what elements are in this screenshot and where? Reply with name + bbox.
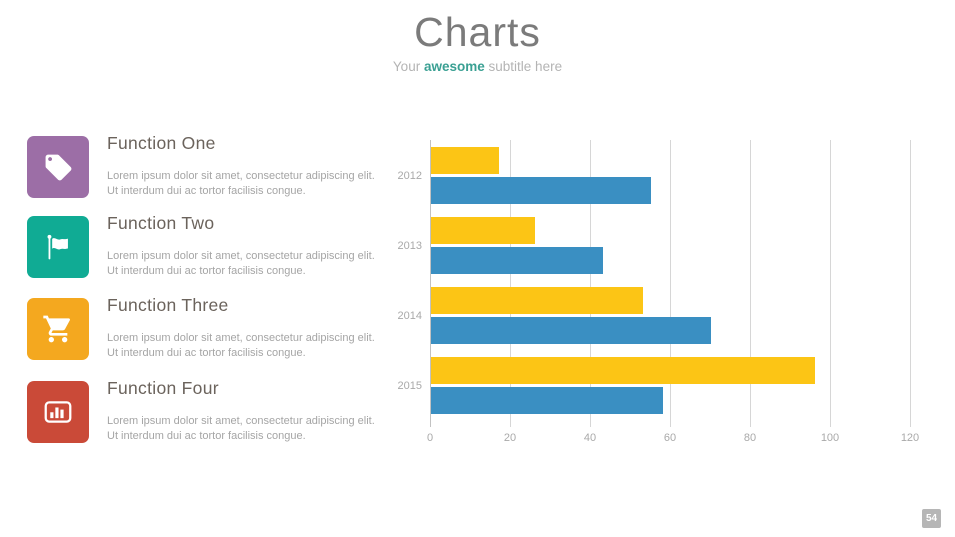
feature-description-line1: Lorem ipsum dolor sit amet, consectetur … [107, 415, 375, 427]
feature-item-one: Function One Lorem ipsum dolor sit amet,… [27, 131, 387, 203]
x-tick-label: 120 [900, 432, 920, 444]
feature-item-three: Function Three Lorem ipsum dolor sit ame… [27, 293, 387, 365]
bar-chart-icon [27, 381, 89, 443]
subtitle-accent: awesome [423, 59, 485, 74]
feature-description-line1: Lorem ipsum dolor sit amet, consectetur … [107, 170, 375, 182]
gridline [830, 140, 831, 427]
flag-icon [27, 216, 89, 278]
gridline [510, 140, 511, 427]
x-tick-label: 60 [663, 432, 677, 444]
feature-description-line2: Ut interdum dui ac tortor facilisis cong… [107, 347, 306, 359]
feature-description-line1: Lorem ipsum dolor sit amet, consectetur … [107, 332, 375, 344]
feature-item-four: Function Four Lorem ipsum dolor sit amet… [27, 376, 387, 448]
feature-item-two: Function Two Lorem ipsum dolor sit amet,… [27, 211, 387, 283]
bar-2014-blue [431, 317, 711, 344]
y-axis-line [430, 140, 431, 427]
cart-icon [27, 298, 89, 360]
tag-icon [27, 136, 89, 198]
bar-2012-yellow [431, 147, 499, 174]
x-tick-label: 0 [426, 432, 434, 444]
bar-2014-yellow [431, 287, 643, 314]
feature-title: Function Two [107, 213, 215, 233]
feature-text: Function Three Lorem ipsum dolor sit ame… [107, 293, 387, 361]
gridline [910, 140, 911, 427]
category-label: 2015 [397, 379, 422, 392]
feature-title: Function Four [107, 378, 219, 398]
category-label: 2013 [397, 239, 422, 252]
page-subtitle: Your awesome subtitle here [0, 58, 955, 75]
page-number-badge: 54 [922, 509, 941, 528]
bar-2012-blue [431, 177, 651, 204]
feature-description-line2: Ut interdum dui ac tortor facilisis cong… [107, 185, 306, 197]
slide-header: Charts Your awesome subtitle here [0, 0, 955, 75]
feature-text: Function Four Lorem ipsum dolor sit amet… [107, 376, 387, 444]
x-tick-label: 100 [820, 432, 840, 444]
category-label: 2014 [397, 309, 422, 322]
gridline [750, 140, 751, 427]
category-label: 2012 [397, 169, 422, 182]
bar-2013-blue [431, 247, 603, 274]
feature-text: Function One Lorem ipsum dolor sit amet,… [107, 131, 387, 199]
horizontal-bar-chart: 0 20 40 60 80 100 120 2012 2013 2014 2015 [398, 140, 919, 444]
bar-2015-blue [431, 387, 663, 414]
gridline [670, 140, 671, 427]
x-tick-label: 20 [503, 432, 517, 444]
bar-2015-yellow [431, 357, 815, 384]
feature-description-line1: Lorem ipsum dolor sit amet, consectetur … [107, 250, 375, 262]
x-tick-label: 80 [743, 432, 757, 444]
feature-title: Function Three [107, 295, 229, 315]
bar-2013-yellow [431, 217, 535, 244]
feature-title: Function One [107, 133, 216, 153]
feature-text: Function Two Lorem ipsum dolor sit amet,… [107, 211, 387, 279]
feature-list: Function One Lorem ipsum dolor sit amet,… [27, 0, 397, 537]
feature-description-line2: Ut interdum dui ac tortor facilisis cong… [107, 265, 306, 277]
feature-description-line2: Ut interdum dui ac tortor facilisis cong… [107, 430, 306, 442]
subtitle-prefix: Your [392, 59, 421, 74]
page-title: Charts [414, 9, 541, 55]
gridline [590, 140, 591, 427]
subtitle-suffix: subtitle here [488, 59, 563, 74]
x-tick-label: 40 [583, 432, 597, 444]
